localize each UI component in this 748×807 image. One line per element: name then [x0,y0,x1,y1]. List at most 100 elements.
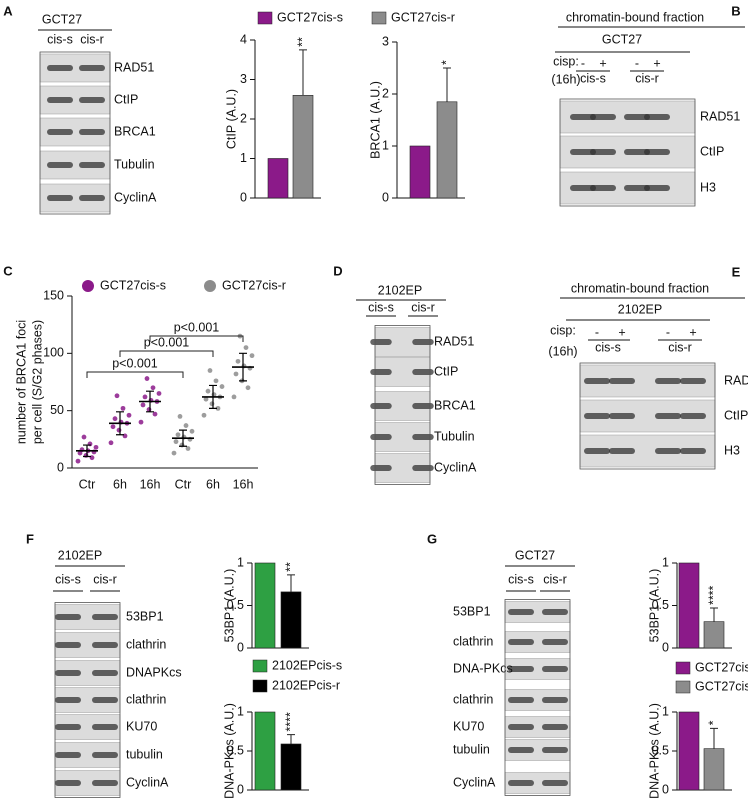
data-point [81,434,87,440]
protein-label: CyclinA [434,460,477,474]
y-tick-label: 3 [240,72,247,86]
legend-marker [675,661,691,675]
panel-label: B [731,3,740,18]
blot-band [584,413,610,419]
blot-band [542,697,568,703]
error-bar [287,574,295,592]
blot-band [508,666,534,672]
legend-marker [82,280,94,292]
bar [267,158,289,199]
x-tick-label: 6h [206,477,220,491]
cell-line: 2102EP [58,548,102,562]
blot-band [92,724,118,730]
data-point [243,345,249,350]
sd-whisker [179,429,187,447]
data-point [219,384,225,389]
significance: ** [283,562,297,572]
y-tick-label: 1 [382,138,389,152]
y-tick-label: 100 [43,346,64,360]
data-point [233,371,239,377]
data-point [209,401,215,407]
lane-label: cis-s [47,32,73,46]
blot-band [584,448,610,454]
bar [280,591,302,649]
blot-band [644,149,670,155]
data-point [144,376,150,381]
blot-band [92,752,118,758]
blot-band [644,114,670,120]
blot-band [370,339,392,345]
protein-label: KU70 [126,719,157,733]
legend-label: GCT27cis-r [695,679,748,693]
bar [254,562,276,649]
error-bar [710,607,718,622]
data-point [120,405,126,411]
cell-line: GCT27 [42,12,82,26]
protein-label: tubulin [126,747,163,761]
treatment-label: cisp: [553,54,579,68]
significance: * [706,720,720,725]
data-point [146,407,152,412]
data-point [93,444,99,450]
blot-frame [374,325,431,485]
blot-band [680,378,706,384]
data-point [183,423,189,428]
blot-band [79,129,105,135]
blot-band [47,195,73,201]
bar [678,562,700,649]
group-label: cis-s [580,71,606,85]
protein-label: tubulin [453,742,490,756]
data-point [213,378,219,384]
treatment-sign: - [666,325,670,339]
data-point [150,385,156,391]
protein-label: 53BP1 [453,604,491,618]
blot-band [412,339,434,345]
cell-line: 2102EP [378,283,422,297]
y-tick-label: 150 [43,288,64,302]
data-point [116,427,122,433]
y-tick-label: 0.5 [227,598,244,612]
bar [292,95,314,199]
blot-band [508,724,534,730]
blot-band [47,162,73,168]
legend-label: GCT27cis-r [222,278,286,292]
blot-title: chromatin-bound fraction [571,281,709,295]
protein-label: RAD51 [700,109,740,123]
protein-label: H3 [724,443,740,457]
blot-band [55,752,81,758]
y-tick-label: 0 [662,782,669,796]
treatment-sign: - [595,325,599,339]
blot-band [590,185,616,191]
data-point [142,394,148,400]
data-point [189,428,195,434]
legend-label: GCT27cis-r [391,10,455,24]
blot-band [542,747,568,753]
y-axis-label: CtIP (A.U.) [224,89,238,149]
legend-marker [675,680,691,694]
data-point [108,440,114,446]
blot-band [92,642,118,648]
blot-band [508,609,534,615]
data-point [249,353,255,359]
blot-band [542,639,568,645]
blot-frame [54,602,121,798]
data-point [112,416,118,422]
blot-band [92,670,118,676]
comparison-bracket [149,335,244,342]
y-tick-label: 0 [382,190,389,204]
panel-label: F [26,531,34,546]
protein-label: CtIP [434,364,458,378]
y-tick-label: 0 [237,640,244,654]
data-point [185,446,191,451]
blot-band [92,780,118,786]
y-axis-label: 53BP1 (A.U.) [222,569,236,643]
blot-band [412,369,434,375]
blot-band [624,149,650,155]
y-tick-label: 1 [237,555,244,569]
blot-band [542,780,568,786]
legend-marker [252,659,268,673]
treatment-sign: + [599,56,606,70]
blot-band [47,65,73,71]
lane-label: cis-r [411,300,435,314]
blot-band [508,747,534,753]
